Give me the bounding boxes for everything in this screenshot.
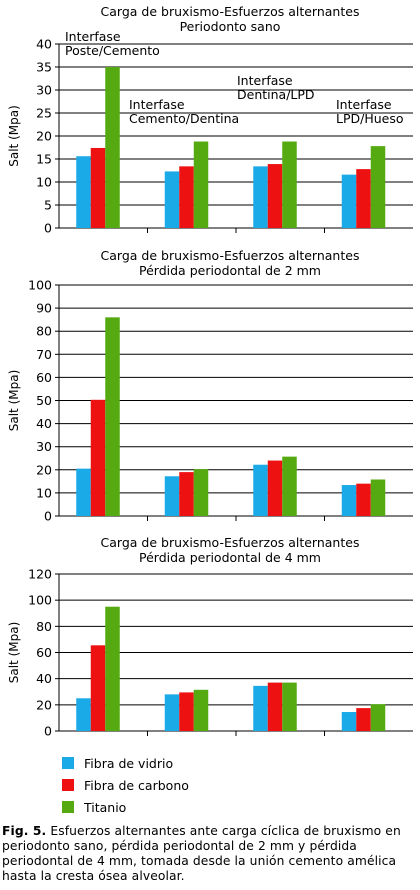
chart3-ytick-label-0: 0 bbox=[44, 724, 52, 739]
legend-label-titanio: Titanio bbox=[84, 799, 127, 815]
chart1-bar-4-1 bbox=[341, 174, 357, 228]
chart1-subtitle: Periodonto sano bbox=[180, 19, 281, 34]
charts-canvas: Carga de bruxismo-Esfuerzos alternantesP… bbox=[7, 4, 413, 739]
chart3-ytick-label-2: 40 bbox=[36, 671, 52, 686]
chart2-bar-2-1 bbox=[164, 476, 180, 516]
chart2-ytick-label-0: 0 bbox=[44, 509, 52, 524]
chart3-bar-3-3 bbox=[282, 682, 297, 731]
chart1-ytick-label-5: 25 bbox=[36, 106, 52, 121]
chart1-bar-3-2 bbox=[267, 164, 283, 228]
chart2-bar-4-2 bbox=[356, 483, 371, 516]
chart2-bar-2-3 bbox=[193, 469, 209, 516]
chart3-bar-2-3 bbox=[193, 689, 209, 731]
chart1-bar-1-1 bbox=[76, 156, 91, 228]
chart1-ytick-label-0: 0 bbox=[44, 221, 52, 236]
chart2-bar-4-3 bbox=[370, 479, 386, 516]
chart1-ytick-label-8: 40 bbox=[36, 37, 52, 52]
figure-caption-label: Fig. 5. bbox=[2, 824, 47, 838]
chart2-ytick-label-4: 40 bbox=[36, 416, 52, 431]
chart2-ytick-label-1: 10 bbox=[36, 485, 52, 500]
legend-swatch-fibra-vidrio bbox=[62, 757, 74, 769]
chart2-ytick-label-3: 30 bbox=[36, 439, 52, 454]
chart3-bar-2-1 bbox=[164, 694, 180, 731]
chart2-ytick-label-7: 70 bbox=[36, 347, 52, 362]
chart1-bar-4-2 bbox=[356, 169, 371, 228]
chart3-ytick-label-4: 80 bbox=[36, 619, 52, 634]
chart1-ytick-label-7: 35 bbox=[36, 60, 52, 75]
chart3-bar-1-3 bbox=[105, 606, 120, 731]
chart2-bar-3-3 bbox=[282, 456, 297, 516]
chart2-ytick-label-10: 100 bbox=[28, 278, 52, 293]
chart1-bar-1-2 bbox=[90, 147, 106, 228]
chart1-category-label-1-line1: Interfase bbox=[65, 29, 121, 44]
chart1-ytick-label-1: 5 bbox=[44, 198, 52, 213]
chart1-bar-2-1 bbox=[164, 171, 180, 228]
chart1-category-label-4-line1: Interfase bbox=[336, 97, 392, 112]
chart1-category-label-3-line1: Interfase bbox=[237, 73, 293, 88]
legend-item-titanio: Titanio bbox=[62, 796, 189, 818]
chart3-bar-1-1 bbox=[76, 698, 91, 731]
chart2-bar-1-3 bbox=[105, 317, 120, 516]
chart2-subtitle: Pérdida periodontal de 2 mm bbox=[139, 263, 321, 278]
legend-item-fibra-carbono: Fibra de carbono bbox=[62, 774, 189, 796]
chart1-category-label-1-line2: Poste/Cemento bbox=[65, 43, 160, 58]
chart3-bar-3-2 bbox=[267, 682, 283, 731]
chart1-bar-3-1 bbox=[253, 166, 268, 228]
chart2-bar-1-1 bbox=[76, 468, 91, 516]
chart2-bar-2-2 bbox=[179, 472, 194, 516]
chart2-bar-1-2 bbox=[90, 399, 106, 516]
chart1-bar-2-2 bbox=[179, 166, 194, 228]
legend-swatch-titanio bbox=[62, 801, 74, 813]
chart2-bar-3-2 bbox=[267, 460, 283, 516]
chart2-bar-4-1 bbox=[341, 485, 357, 516]
legend: Fibra de vidrio Fibra de carbono Titanio bbox=[62, 752, 189, 818]
chart1-category-label-3-line2: Dentina/LPD bbox=[237, 87, 315, 102]
chart1-ytick-label-3: 15 bbox=[36, 152, 52, 167]
legend-item-fibra-vidrio: Fibra de vidrio bbox=[62, 752, 189, 774]
chart2-ytick-label-5: 50 bbox=[36, 393, 52, 408]
chart1-bar-4-3 bbox=[370, 146, 386, 228]
chart1-category-label-2-line2: Cemento/Dentina bbox=[129, 111, 239, 126]
chart1-ytick-label-4: 20 bbox=[36, 129, 52, 144]
chart2-ytick-label-6: 60 bbox=[36, 370, 52, 385]
chart1-bar-3-3 bbox=[282, 141, 297, 228]
chart1-bar-2-3 bbox=[193, 141, 209, 228]
chart3-bar-4-2 bbox=[356, 708, 371, 731]
chart3-bar-4-3 bbox=[370, 704, 386, 731]
legend-label-fibra-vidrio: Fibra de vidrio bbox=[84, 755, 174, 771]
chart1-ytick-label-6: 30 bbox=[36, 83, 52, 98]
chart3-title: Carga de bruxismo-Esfuerzos alternantes bbox=[101, 535, 360, 550]
chart3-ytick-label-1: 20 bbox=[36, 697, 52, 712]
chart3-bar-3-1 bbox=[253, 685, 268, 731]
figure-caption: Fig. 5. Esfuerzos alternantes ante carga… bbox=[2, 824, 418, 884]
chart1-category-label-2-line1: Interfase bbox=[129, 97, 185, 112]
chart1-title: Carga de bruxismo-Esfuerzos alternantes bbox=[101, 4, 360, 19]
chart3-bar-2-2 bbox=[179, 692, 194, 731]
legend-swatch-fibra-carbono bbox=[62, 779, 74, 791]
chart3-subtitle: Pérdida periodontal de 4 mm bbox=[139, 550, 321, 565]
chart1-category-label-4-line2: LPD/Hueso bbox=[336, 111, 404, 126]
chart2-y-axis-label: Salt (Mpa) bbox=[7, 370, 21, 432]
chart3-bar-1-2 bbox=[90, 645, 106, 731]
chart2-ytick-label-9: 90 bbox=[36, 301, 52, 316]
chart2-title: Carga de bruxismo-Esfuerzos alternantes bbox=[101, 248, 360, 263]
legend-label-fibra-carbono: Fibra de carbono bbox=[84, 777, 189, 793]
chart1-bar-1-3 bbox=[105, 67, 120, 228]
chart1-ytick-label-2: 10 bbox=[36, 175, 52, 190]
chart2-ytick-label-2: 20 bbox=[36, 462, 52, 477]
chart3-ytick-label-5: 100 bbox=[28, 593, 52, 608]
chart1-y-axis-label: Salt (Mpa) bbox=[7, 105, 21, 167]
chart3-ytick-label-3: 60 bbox=[36, 645, 52, 660]
chart2-bar-3-1 bbox=[253, 464, 268, 516]
figure-caption-text: Esfuerzos alternantes ante carga cíclica… bbox=[2, 824, 401, 883]
chart2-ytick-label-8: 80 bbox=[36, 324, 52, 339]
chart3-y-axis-label: Salt (Mpa) bbox=[7, 622, 21, 684]
chart3-bar-4-1 bbox=[341, 712, 357, 731]
chart3-ytick-label-6: 120 bbox=[28, 567, 52, 582]
